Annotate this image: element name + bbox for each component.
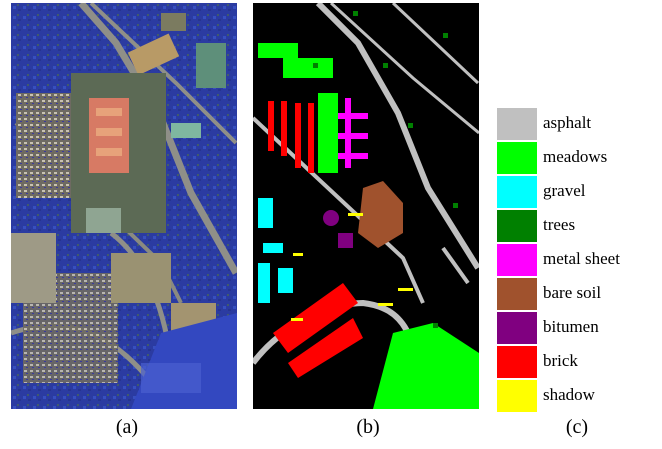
- legend-label-shadow: shadow: [543, 385, 595, 404]
- legend-item-bitumen: bitumen: [497, 311, 657, 344]
- legend-swatch-gravel: [497, 176, 537, 208]
- false-color-image: [10, 0, 240, 411]
- legend-item-asphalt: asphalt: [497, 107, 657, 140]
- legend-swatch-bare-soil: [497, 278, 537, 310]
- legend-label-metal-sheet: metal sheet: [543, 249, 620, 268]
- legend-item-shadow: shadow: [497, 379, 657, 412]
- legend-label-bare-soil: bare soil: [543, 283, 602, 302]
- ground-truth-map-svg: [250, 0, 481, 410]
- legend-label-trees: trees: [543, 215, 576, 234]
- panel-label-b: (b): [356, 416, 380, 438]
- legend-swatch-asphalt: [497, 108, 537, 140]
- legend-item-metal-sheet: metal sheet: [497, 243, 657, 276]
- legend-item-brick: brick: [497, 345, 657, 378]
- legend-item-trees: trees: [497, 209, 657, 242]
- legend-swatch-brick: [497, 346, 537, 378]
- legend-item-meadows: meadows: [497, 141, 657, 174]
- legend-swatch-trees: [497, 210, 537, 242]
- class-legend: asphalt meadows gravel trees metal sheet…: [497, 107, 657, 413]
- legend-label-gravel: gravel: [543, 181, 586, 200]
- legend-swatch-bitumen: [497, 312, 537, 344]
- legend-label-meadows: meadows: [543, 147, 608, 166]
- legend-item-bare-soil: bare soil: [497, 277, 657, 310]
- legend-swatch-meadows: [497, 142, 537, 174]
- ground-truth-map: [250, 0, 481, 410]
- legend-label-brick: brick: [543, 351, 578, 370]
- legend-label-asphalt: asphalt: [543, 113, 592, 132]
- panel-label-a: (a): [115, 416, 139, 438]
- legend-swatch-shadow: [497, 380, 537, 412]
- false-color-image-svg: [10, 0, 240, 411]
- legend-label-bitumen: bitumen: [543, 317, 599, 336]
- legend-item-gravel: gravel: [497, 175, 657, 208]
- legend-swatch-metal-sheet: [497, 244, 537, 276]
- panel-label-c: (c): [565, 416, 589, 438]
